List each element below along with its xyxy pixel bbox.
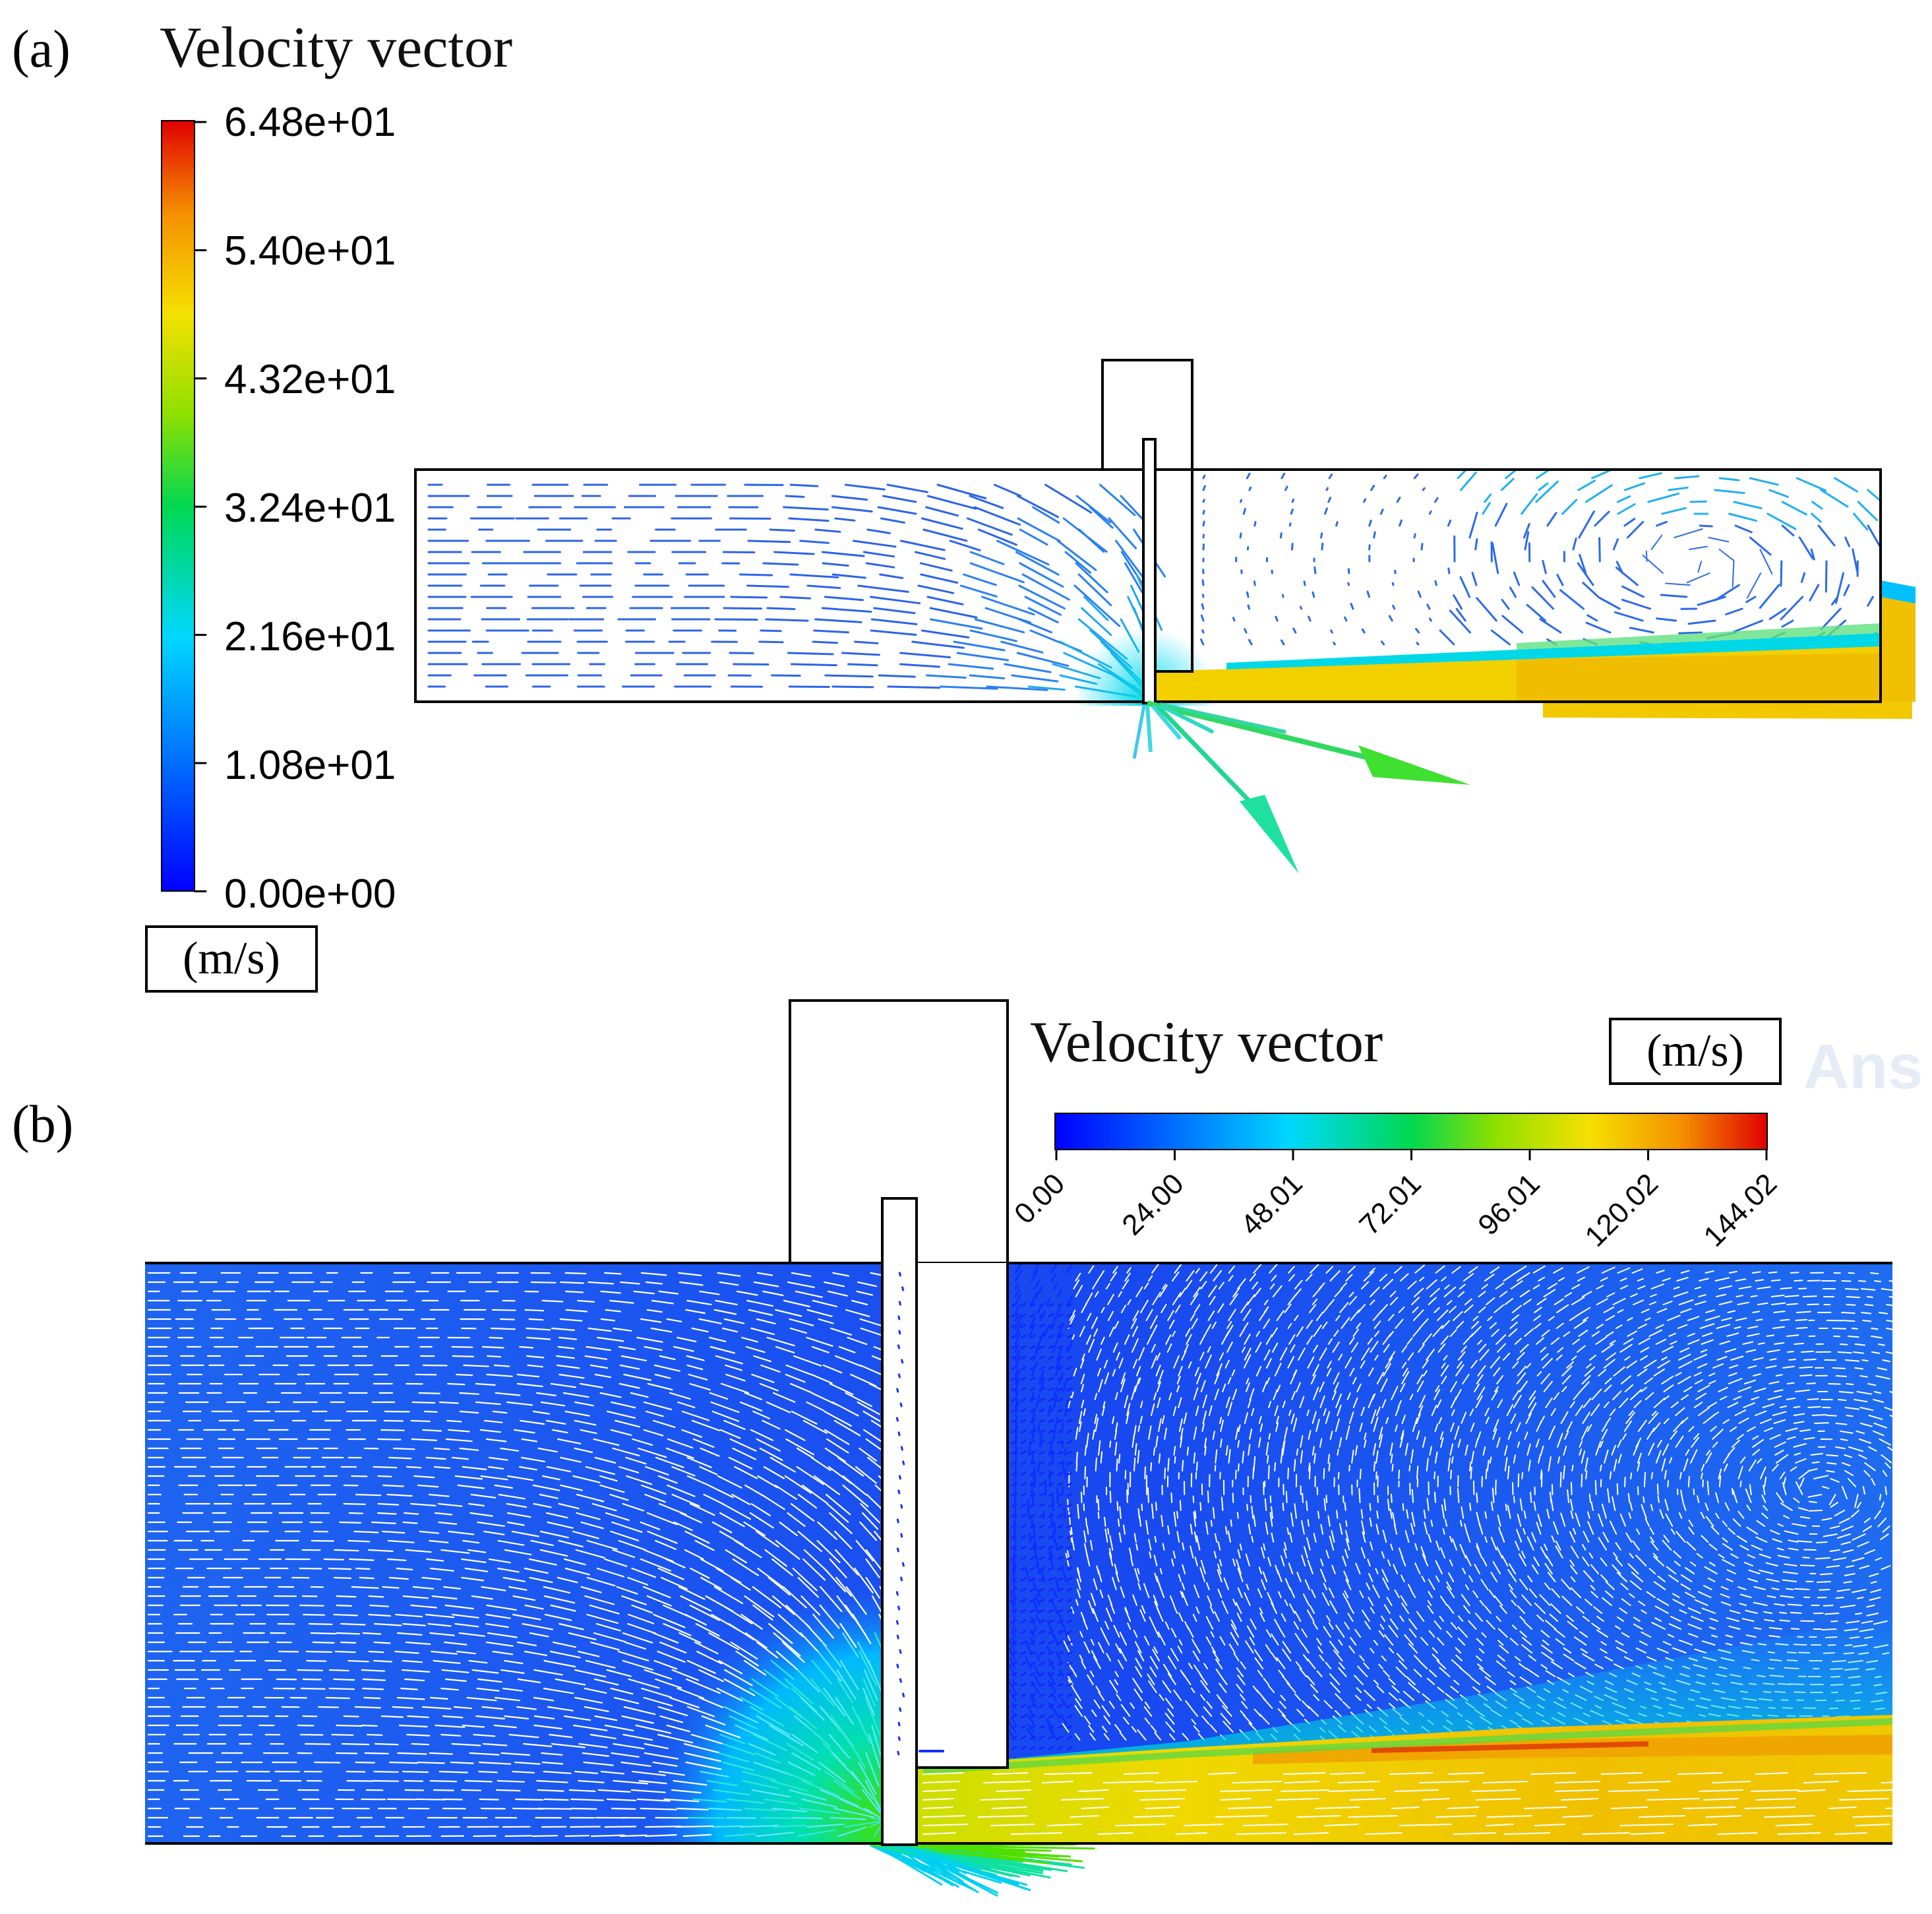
colorbar-a-tick-label: 5.40e+01 xyxy=(224,228,396,274)
panel-a-exit-arrows xyxy=(1132,700,1470,874)
panel-b-baffle-gap-vectors xyxy=(895,1272,944,1756)
panel-b-jet-red-streak xyxy=(1372,1741,1648,1753)
panel-b xyxy=(145,999,1892,1897)
panel-a-step-block xyxy=(1155,470,1193,673)
panel-a-baffle xyxy=(1142,438,1157,704)
panel-b-vector-field xyxy=(147,1263,1892,1837)
colorbar-a-tick-label: 4.32e+01 xyxy=(224,357,396,402)
panel-b-jet-hot-band xyxy=(1253,1735,1892,1764)
colorbar-a-tick-label: 2.16e+01 xyxy=(224,614,396,660)
panel-a-unit-box: (m/s) xyxy=(145,925,318,993)
panel-b-jet-streaks xyxy=(922,1772,1892,1835)
panel-b-title: Velocity vector xyxy=(1030,1010,1383,1074)
colorbar-a-tick-label: 0.00e+00 xyxy=(224,871,396,917)
panel-a-outflow-edge xyxy=(1881,580,1916,603)
panel-a-outflow xyxy=(1543,702,1912,719)
colorbar-a-tick-label: 1.08e+01 xyxy=(224,743,396,788)
panel-a-jet-core xyxy=(1517,653,1881,702)
colorbar-a-tick-label: 3.24e+01 xyxy=(224,485,396,531)
panel-b-jet-green-edge xyxy=(923,1718,1892,1774)
panel-a-title: Velocity vector xyxy=(160,16,513,80)
colorbar-b-tick-marks xyxy=(1055,1148,1768,1161)
colorbar-a-tick-label: 6.48e+01 xyxy=(224,100,396,145)
colorbar-a-tick-marks xyxy=(193,121,207,892)
panel-b-outflow-fan xyxy=(870,1842,1095,1897)
colorbar-a xyxy=(161,120,195,892)
panel-b-step-outline xyxy=(917,1263,1009,1769)
panel-a-shear-layer-outer xyxy=(1517,623,1881,650)
panel-b-unit-box: (m/s) xyxy=(1609,1018,1782,1085)
colorbar-b xyxy=(1054,1113,1768,1150)
panel-b-label: (b) xyxy=(12,1096,74,1154)
panel-a-vector-field xyxy=(427,470,1881,702)
panel-a-shear-layer xyxy=(1226,633,1881,669)
panel-a-label: (a) xyxy=(12,20,71,78)
panel-b-step-block xyxy=(917,1263,1008,1768)
watermark: Ans xyxy=(1803,1032,1923,1102)
panel-b-baffle xyxy=(881,1197,918,1846)
panel-a xyxy=(414,359,1916,874)
panel-a-outflow-tail xyxy=(1881,594,1916,702)
